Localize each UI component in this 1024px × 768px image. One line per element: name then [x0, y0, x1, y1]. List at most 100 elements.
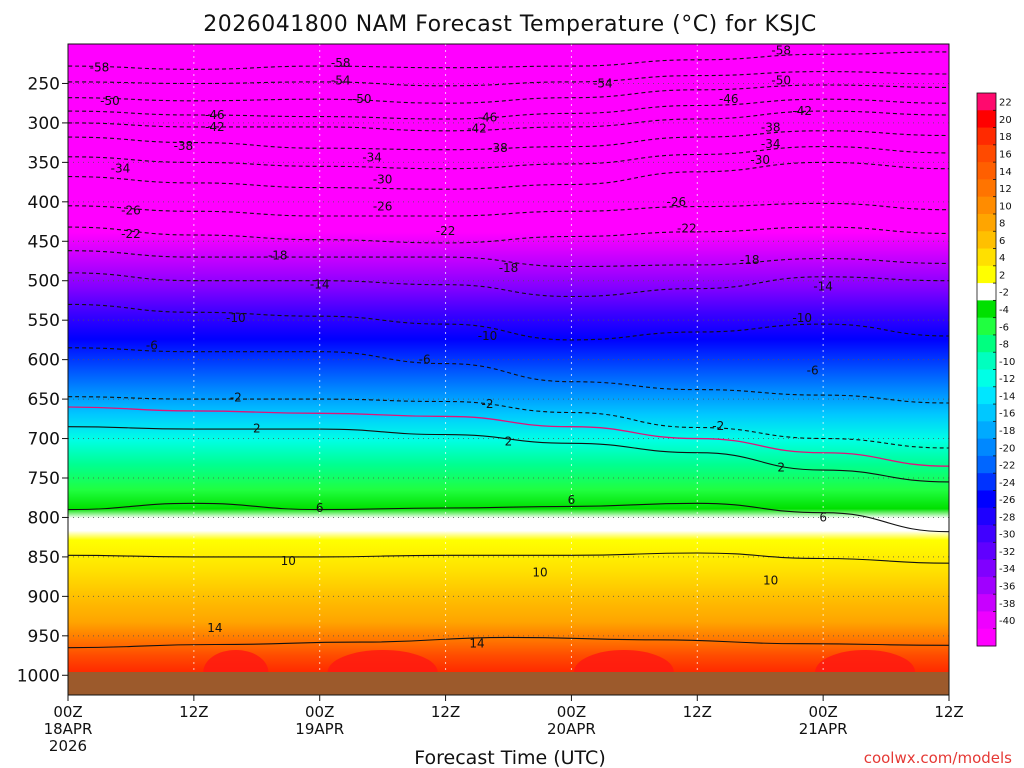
contour-label: -46 — [205, 108, 225, 122]
contour-label: -2 — [712, 419, 724, 433]
contour-label: 2 — [505, 435, 513, 449]
contour-label: -22 — [121, 227, 141, 241]
contour-label: -26 — [121, 203, 141, 217]
colorbar-swatch — [977, 611, 996, 630]
colorbar-label: -4 — [999, 305, 1009, 316]
colorbar-label: 12 — [999, 184, 1012, 195]
contour-label: -6 — [146, 338, 158, 352]
y-tick-label: 700 — [28, 430, 60, 450]
x-tick-label: 20APR — [547, 720, 596, 738]
colorbar-swatch — [977, 231, 996, 250]
contour-label: 14 — [207, 621, 222, 635]
colorbar-label: -6 — [999, 322, 1009, 333]
colorbar-label: -38 — [999, 599, 1015, 610]
contour-label: -6 — [419, 353, 431, 367]
contour-label: -34 — [111, 162, 131, 176]
contour-label: -2 — [230, 391, 242, 405]
isotherm--30 — [67, 161, 950, 190]
colorbar-swatch — [977, 473, 996, 491]
contour-label: -34 — [362, 151, 382, 165]
colorbar-swatch — [977, 369, 996, 388]
colorbar-label: 8 — [999, 219, 1005, 230]
x-tick-label: 12Z — [431, 703, 460, 721]
y-tick-label: 500 — [28, 272, 60, 292]
colorbar-label: -24 — [999, 478, 1015, 489]
contour-labels: -58 -58-58-54 -54 -50-50 -50 -46-46 -46 -42-42-… — [90, 43, 833, 650]
y-tick-label: 750 — [28, 469, 60, 489]
colorbar-swatch — [977, 352, 996, 370]
colorbar-swatch — [977, 455, 996, 474]
colorbar-label: -22 — [999, 461, 1015, 472]
isotherm--26 — [67, 202, 950, 217]
contour-label: -22 — [677, 222, 697, 236]
x-tick-label: 12Z — [934, 703, 963, 721]
contour-label: -50 — [352, 92, 372, 106]
colorbar-swatch — [977, 144, 996, 163]
colorbar-swatch — [977, 421, 996, 440]
contour-label: -34 — [761, 137, 781, 151]
contour-label: -38 — [488, 141, 508, 155]
contour-label: -18 — [268, 248, 288, 262]
colorbar-label: -20 — [999, 443, 1015, 454]
colorbar-swatch — [977, 334, 996, 353]
contour-label: -42 — [467, 121, 487, 135]
colorbar-label: -10 — [999, 357, 1015, 368]
colorbar-swatch — [977, 196, 996, 215]
colorbar-label: -14 — [999, 391, 1015, 402]
contour-label: 6 — [316, 501, 324, 515]
x-tick-label: 12Z — [683, 703, 712, 721]
colorbar-swatch — [977, 248, 996, 267]
y-tick-label: 650 — [28, 390, 60, 410]
contour-label: -14 — [813, 279, 833, 293]
contour-label: -14 — [310, 278, 330, 292]
contour-label: -10 — [226, 311, 246, 325]
ground-band — [68, 672, 949, 695]
contour-label: -18 — [499, 261, 519, 275]
contour-label: -22 — [436, 224, 456, 238]
colorbar-label: 16 — [999, 149, 1012, 160]
colorbar-swatch — [977, 93, 996, 111]
y-tick-label: 350 — [28, 153, 60, 173]
isotherm-2 — [67, 426, 950, 483]
colorbar-swatch — [977, 110, 996, 129]
colorbar-swatch — [977, 386, 996, 405]
colorbar-label: 6 — [999, 236, 1005, 247]
isotherm--34 — [67, 146, 950, 170]
contour-label: -50 — [100, 94, 120, 108]
isotherm--42 — [67, 110, 950, 132]
contour-label: -30 — [750, 153, 770, 167]
y-tick-label: 950 — [28, 627, 60, 647]
contour-label: -58 — [90, 61, 110, 75]
y-tick-label: 900 — [28, 587, 60, 607]
colorbar-label: -8 — [999, 340, 1009, 351]
y-tick-label: 550 — [28, 311, 60, 331]
contour-label: -54 — [331, 73, 351, 87]
colorbar-label: -32 — [999, 547, 1015, 558]
colorbar: 22 20 18 16 14 12 10 8 6 4 2 -2 -4 -6 -8 -10 -12 -14 -16 -1… — [976, 92, 1015, 647]
y-tick-label: 850 — [28, 548, 60, 568]
y-tick-label: 400 — [28, 193, 60, 213]
isotherm--46 — [67, 98, 950, 120]
isotherm--18 — [67, 250, 950, 268]
x-tick-label: 00Z — [808, 703, 837, 721]
contour-label: -6 — [807, 364, 819, 378]
isotherm--54 — [67, 71, 950, 87]
isotherm--38 — [67, 130, 950, 151]
contour-label: -18 — [740, 253, 760, 267]
contour-label: -10 — [478, 329, 498, 343]
y-axis: 250 300 350 400 450 500 550 600 650 700 750 800 850 9… — [17, 74, 68, 686]
colorbar-label: 4 — [999, 253, 1005, 264]
isotherm--10 — [67, 303, 950, 341]
contour-label: -38 — [174, 139, 194, 153]
y-tick-label: 800 — [28, 508, 60, 528]
plot-frame — [67, 43, 950, 696]
contour-label: 10 — [763, 574, 778, 588]
contour-label: -26 — [373, 200, 393, 214]
colorbar-swatch — [977, 542, 996, 561]
contour-label: 2 — [253, 421, 261, 435]
colorbar-swatch — [977, 162, 996, 180]
colorbar-swatch — [977, 507, 996, 526]
colorbar-label: -36 — [999, 582, 1015, 593]
contour-label: -50 — [771, 73, 791, 87]
